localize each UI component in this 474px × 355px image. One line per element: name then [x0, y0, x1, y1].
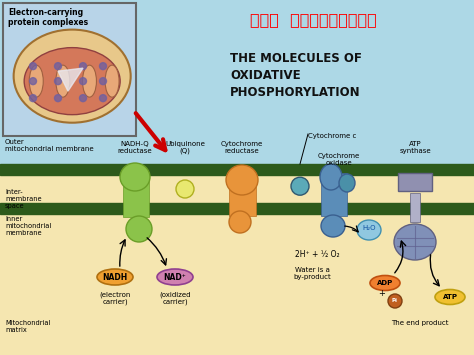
Text: 第八章  生物氧化和能量转化: 第八章 生物氧化和能量转化	[250, 12, 376, 27]
Ellipse shape	[320, 164, 342, 190]
Circle shape	[55, 95, 62, 102]
Ellipse shape	[24, 48, 120, 115]
Text: NAD⁺: NAD⁺	[164, 273, 186, 282]
Ellipse shape	[229, 211, 251, 233]
Text: The end product: The end product	[391, 320, 449, 326]
Ellipse shape	[339, 174, 355, 192]
Circle shape	[80, 78, 86, 84]
Ellipse shape	[370, 275, 400, 290]
Bar	[0, 0, 474, 164]
Circle shape	[291, 177, 309, 195]
Circle shape	[80, 62, 86, 70]
Text: Electron-carrying
protein complexes: Electron-carrying protein complexes	[8, 8, 88, 27]
Circle shape	[176, 180, 194, 198]
Circle shape	[100, 95, 107, 102]
Ellipse shape	[226, 165, 258, 195]
Ellipse shape	[321, 215, 345, 237]
Text: Ubiquinone
(Q): Ubiquinone (Q)	[165, 141, 205, 154]
Text: Mitochondrial
matrix: Mitochondrial matrix	[5, 320, 50, 333]
Circle shape	[29, 62, 36, 70]
Text: THE MOLECULES OF
OXIDATIVE
PHOSPHORYLATION: THE MOLECULES OF OXIDATIVE PHOSPHORYLATI…	[230, 52, 362, 99]
Text: Cytochrome c: Cytochrome c	[308, 133, 356, 139]
Ellipse shape	[394, 224, 436, 260]
Ellipse shape	[97, 269, 133, 285]
Text: Cytochrome
reductase: Cytochrome reductase	[221, 141, 263, 154]
Bar	[0, 203, 474, 214]
Bar	[3, 3, 136, 136]
Circle shape	[29, 95, 36, 102]
Text: NADH: NADH	[102, 273, 128, 282]
Ellipse shape	[126, 216, 152, 242]
Ellipse shape	[435, 289, 465, 305]
Text: ATP: ATP	[443, 294, 457, 300]
Ellipse shape	[29, 65, 43, 97]
Bar	[229, 173, 256, 216]
Bar	[321, 173, 347, 216]
Text: Pi: Pi	[392, 299, 398, 304]
Text: Outer
mitochondrial membrane: Outer mitochondrial membrane	[5, 139, 94, 152]
Text: H₂O: H₂O	[362, 225, 376, 231]
Text: (oxidized
carrier): (oxidized carrier)	[159, 291, 191, 305]
Circle shape	[388, 294, 402, 308]
Circle shape	[100, 62, 107, 70]
Ellipse shape	[105, 65, 119, 97]
Text: Water is a
by-product: Water is a by-product	[293, 267, 331, 280]
Text: Inter-
membrane
space: Inter- membrane space	[5, 189, 42, 209]
Ellipse shape	[157, 269, 193, 285]
Text: +: +	[379, 289, 385, 297]
Ellipse shape	[82, 65, 96, 97]
Circle shape	[100, 78, 107, 84]
Bar	[0, 164, 474, 175]
Ellipse shape	[120, 163, 150, 191]
Circle shape	[55, 62, 62, 70]
Ellipse shape	[357, 220, 381, 240]
Bar	[0, 164, 474, 355]
Text: NADH-Q
reductase: NADH-Q reductase	[118, 141, 152, 154]
Bar	[410, 193, 420, 222]
Text: Inner
mitochondrial
membrane: Inner mitochondrial membrane	[5, 216, 51, 236]
Circle shape	[80, 95, 86, 102]
Bar	[398, 173, 432, 191]
Text: ADP: ADP	[377, 280, 393, 286]
Text: Cytochrome
oxidase: Cytochrome oxidase	[318, 153, 360, 166]
Ellipse shape	[56, 65, 70, 97]
Text: ATP
synthase: ATP synthase	[399, 141, 431, 154]
Circle shape	[55, 78, 62, 84]
Polygon shape	[58, 68, 83, 91]
Bar	[123, 172, 149, 217]
Text: 2H⁺ + ½ O₂: 2H⁺ + ½ O₂	[295, 250, 339, 259]
Circle shape	[29, 78, 36, 84]
Text: (electron
carrier): (electron carrier)	[100, 291, 131, 305]
Ellipse shape	[14, 29, 131, 123]
